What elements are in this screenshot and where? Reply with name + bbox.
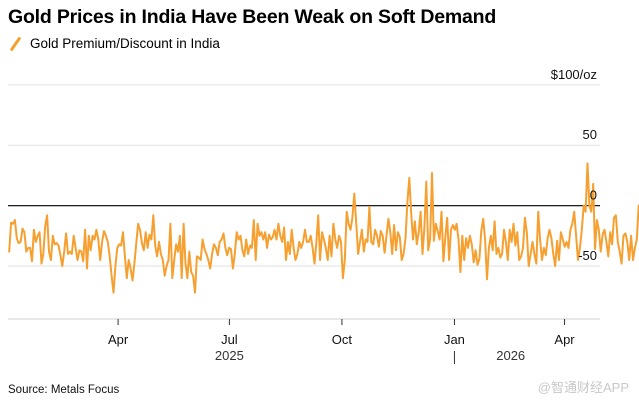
watermark: @智通财经APP [537,380,629,395]
legend: Gold Premium/Discount in India [8,36,220,51]
x-tick-label: Apr [108,332,129,347]
x-year-label: 2025 [215,348,244,363]
y-tick-layer: $100/oz 50 0 -50 [551,67,597,263]
source-note: Source: Metals Focus [8,384,120,396]
legend-label: Gold Premium/Discount in India [30,36,220,51]
y-tick-label: 0 [590,188,597,203]
x-tick-layer: Apr Jul Oct Jan Apr 2025 2026 [8,318,600,364]
x-year-label: 2026 [496,348,525,363]
series-line [8,162,639,294]
x-tick-label: Oct [332,332,353,347]
series-layer [8,162,639,294]
y-tick-label: 50 [583,127,597,142]
chart-title: Gold Prices in India Have Been Weak on S… [8,6,497,28]
x-tick-label: Apr [554,332,575,347]
y-tick-label: -50 [578,248,597,263]
grid-layer [8,84,600,267]
x-tick-label: Jul [221,332,238,347]
y-tick-label: $100/oz [551,67,597,82]
x-tick-label: Jan [444,332,465,347]
